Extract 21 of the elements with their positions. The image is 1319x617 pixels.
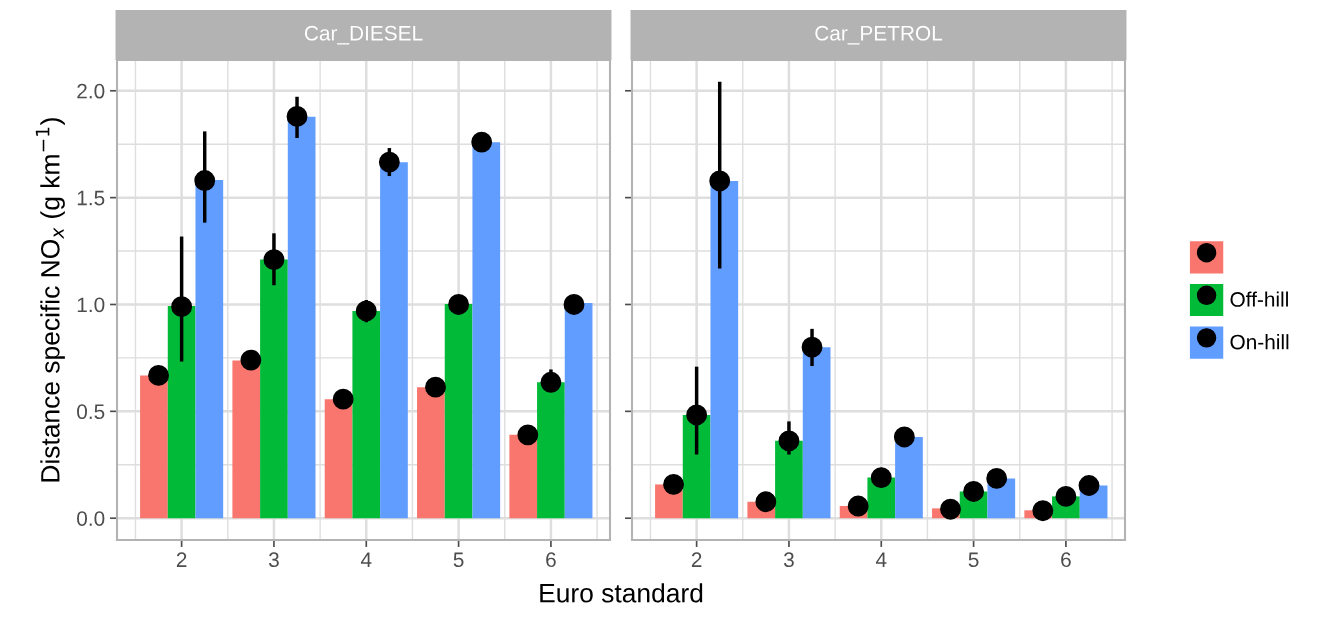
chart-title: Car_DIESEL bbox=[304, 25, 423, 45]
y-tick-label: 0.0 bbox=[77, 511, 105, 526]
x-tick-label: 6 bbox=[546, 552, 556, 568]
legend-label: Off-hill bbox=[1230, 291, 1288, 307]
y-tick-label: 0.5 bbox=[77, 404, 105, 420]
x-tick-label: 2 bbox=[691, 552, 702, 567]
legend-label: On-hill bbox=[1230, 334, 1289, 350]
x-tick-label: 4 bbox=[360, 552, 372, 567]
y-tick-label: 1.5 bbox=[77, 190, 105, 206]
x-tick-label: 6 bbox=[1061, 552, 1071, 568]
x-tick-label: 5 bbox=[968, 552, 979, 568]
chart-title: Car_PETROL bbox=[815, 25, 943, 45]
y-axis-title: Distance specific NO$_{x}$ (g km$^{−1}$) bbox=[35, 118, 65, 482]
x-tick-label: 4 bbox=[875, 552, 887, 567]
y-tick-label: 2.0 bbox=[77, 83, 105, 99]
x-tick-label: 2 bbox=[176, 552, 187, 567]
x-tick-label: 5 bbox=[453, 552, 464, 568]
x-tick-label: 3 bbox=[268, 552, 279, 568]
x-tick-label: 3 bbox=[783, 552, 794, 568]
y-tick-label: 1.0 bbox=[77, 297, 105, 313]
x-axis-title: Euro standard bbox=[540, 583, 703, 603]
